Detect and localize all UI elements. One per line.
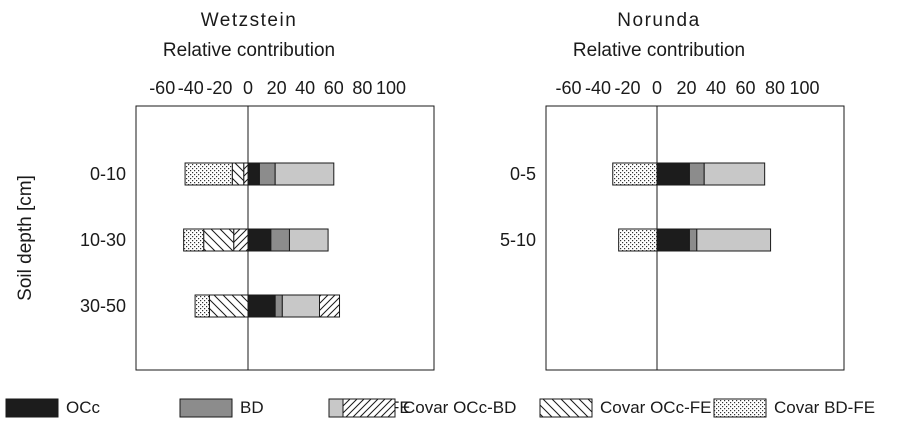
bar-occ [247, 162, 260, 186]
bar-bd [688, 162, 705, 186]
x-tick-label: -20 [614, 78, 640, 98]
bar-fe [696, 228, 772, 252]
legend-label: Covar OCc-FE [600, 398, 711, 417]
y-category-labels: 0-10 10-30 30-50 [80, 164, 126, 316]
bar-fe [288, 228, 329, 252]
bar-covar-occ-bd [319, 294, 341, 318]
bar-covar-bd-fe [194, 294, 210, 318]
x-tick-label: -40 [178, 78, 204, 98]
legend-label: Covar BD-FE [774, 398, 875, 417]
bars [612, 162, 772, 252]
bar-covar-occ-fe [231, 162, 245, 186]
x-tick-label: 20 [676, 78, 696, 98]
x-tick-labels: -60 -40 -20 0 20 40 60 80 100 [149, 78, 406, 98]
plot-frame [135, 105, 435, 371]
x-tick-label: 20 [267, 78, 287, 98]
y-category-label: 0-10 [90, 164, 126, 184]
panel-norunda: Norunda Relative contribution -60 -40 -20 0… [500, 10, 845, 371]
panel-subtitle: Relative contribution [573, 40, 745, 61]
y-category-label: 0-5 [510, 164, 536, 184]
legend-label: OCc [66, 398, 101, 417]
x-tick-label: -60 [555, 78, 581, 98]
panel-subtitle: Relative contribution [163, 40, 335, 61]
x-tick-label: 0 [652, 78, 662, 98]
bar-covar-occ-fe [203, 228, 235, 252]
bars [183, 162, 341, 318]
bar-covar-bd-fe [618, 228, 658, 252]
x-tick-label: -20 [206, 78, 232, 98]
panel-wetzstein: Wetzstein Relative contribution -60 -40 -2… [15, 10, 435, 371]
bar-fe [703, 162, 766, 186]
bar-covar-occ-fe [208, 294, 249, 318]
bar-bd [258, 162, 276, 186]
bar-bd [688, 228, 698, 252]
bar-covar-occ-bd [243, 162, 249, 186]
y-category-label: 5-10 [500, 230, 536, 250]
bar-covar-occ-bd [233, 228, 249, 252]
x-tick-label: 80 [765, 78, 785, 98]
panel-title: Norunda [617, 10, 700, 31]
bar-occ [656, 162, 690, 186]
legend-swatch [713, 398, 767, 418]
x-tick-label: 80 [352, 78, 372, 98]
legend-swatch [179, 398, 233, 418]
x-tick-label: 60 [324, 78, 344, 98]
x-tick-label: 40 [706, 78, 726, 98]
bar-covar-bd-fe [183, 228, 205, 252]
legend-item-covar-occ-fe: Covar OCc-FE [539, 398, 711, 418]
bar-occ [656, 228, 690, 252]
x-tick-label: 100 [789, 78, 819, 98]
y-category-labels: 0-5 5-10 [500, 164, 536, 250]
bar-occ [247, 294, 276, 318]
x-tick-label: -60 [149, 78, 175, 98]
legend-swatch [342, 398, 396, 418]
plot-frame [545, 105, 845, 371]
y-category-label: 30-50 [80, 296, 126, 316]
legend-item-covar-bd-fe: Covar BD-FE [713, 398, 875, 418]
bar-covar-bd-fe [612, 162, 658, 186]
bar-bd [270, 228, 290, 252]
legend-label: Covar OCc-BD [403, 398, 516, 417]
x-tick-label: 0 [243, 78, 253, 98]
panel-title: Wetzstein [201, 10, 298, 31]
bar-bd [274, 294, 283, 318]
x-tick-label: -40 [585, 78, 611, 98]
legend-label: BD [240, 398, 264, 417]
bar-covar-bd-fe [184, 162, 233, 186]
legend-item-bd: BD [179, 398, 264, 418]
x-tick-labels: -60 -40 -20 0 20 40 60 80 100 [555, 78, 819, 98]
y-category-label: 10-30 [80, 230, 126, 250]
x-tick-label: 40 [295, 78, 315, 98]
legend-swatch [5, 398, 59, 418]
x-tick-label: 100 [376, 78, 406, 98]
bar-fe [274, 162, 335, 186]
legend-item-covar-occ-bd: Covar OCc-BD [342, 398, 516, 418]
legend-item-occ: OCc [5, 398, 101, 418]
bar-occ [247, 228, 272, 252]
legend-swatch [539, 398, 593, 418]
x-tick-label: 60 [735, 78, 755, 98]
bar-fe [281, 294, 321, 318]
y-axis-label: Soil depth [cm] [15, 175, 36, 301]
